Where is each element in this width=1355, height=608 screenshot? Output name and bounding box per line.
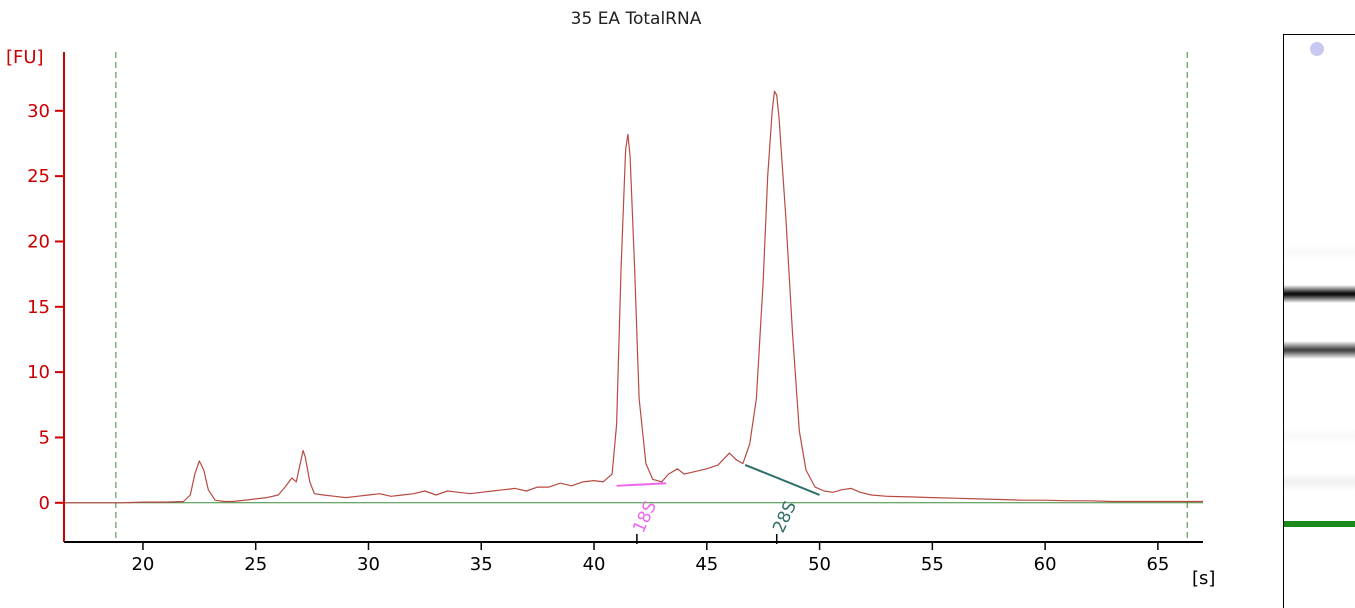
chart-title: 35 EA TotalRNA (571, 9, 702, 29)
y-tick-label-5: 5 (39, 427, 50, 448)
y-tick-label-30: 30 (27, 101, 50, 122)
x-axis-label: [s] (1192, 568, 1215, 589)
x-tick-label-65: 65 (1146, 554, 1169, 575)
series-line-0 (64, 90, 1203, 504)
peak-label-28s: 28S (769, 498, 801, 536)
axes-layer: 0 5 10 15 20 25 30 20 25 30 35 40 45 50 55 60 65 (27, 52, 1203, 575)
x-tick-label-25: 25 (244, 554, 267, 575)
peak-annotations: 18S 28S (616, 463, 820, 536)
gel-band-4 (1284, 427, 1355, 446)
x-tick-label-40: 40 (583, 554, 606, 575)
gel-top-dot (1310, 42, 1324, 57)
gel-marker-band (1284, 520, 1355, 527)
x-tick-label-55: 55 (921, 554, 944, 575)
gel-band-2 (1284, 284, 1355, 303)
x-tick-label-45: 45 (695, 554, 718, 575)
gel-lane-image (1283, 34, 1355, 608)
y-tick-label-15: 15 (27, 297, 50, 318)
gel-band-1 (1284, 243, 1355, 262)
y-tick-label-25: 25 (27, 166, 50, 187)
peak-baseline-18s (616, 482, 667, 487)
marker-lines (115, 52, 1188, 542)
gel-band-3 (1284, 341, 1355, 360)
x-tick-label-60: 60 (1034, 554, 1057, 575)
y-tick-label-20: 20 (27, 231, 50, 252)
x-tick-label-50: 50 (808, 554, 831, 575)
x-tick-label-35: 35 (470, 554, 493, 575)
electropherogram-chart: 35 EA TotalRNA [FU] [s] 18S 28S 0 5 10 15 20 2… (6, 9, 1215, 589)
y-tick-label-10: 10 (27, 362, 50, 383)
peak-label-18s: 18S (629, 498, 661, 536)
peak-baseline-28s (744, 463, 820, 496)
gel-band-5 (1284, 472, 1355, 491)
y-tick-label-0: 0 (39, 493, 50, 514)
x-tick-label-30: 30 (357, 554, 380, 575)
chart-svg: 35 EA TotalRNA [FU] [s] 18S 28S 0 5 10 15 20 2… (6, 9, 1215, 589)
x-tick-label-20: 20 (131, 554, 154, 575)
trace-layer (64, 90, 1203, 504)
y-axis-label: [FU] (6, 47, 44, 68)
